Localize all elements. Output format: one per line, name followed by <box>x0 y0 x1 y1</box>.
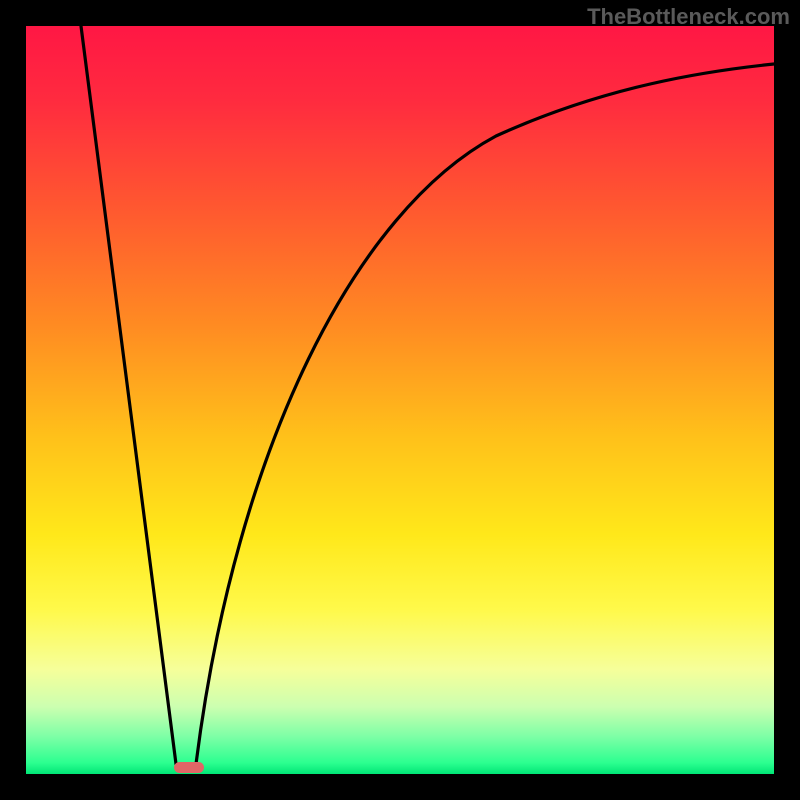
watermark-text: TheBottleneck.com <box>587 4 790 30</box>
plot-area <box>26 26 774 774</box>
gradient-background <box>26 26 774 774</box>
optimal-marker <box>174 762 204 773</box>
plot-svg <box>26 26 774 774</box>
